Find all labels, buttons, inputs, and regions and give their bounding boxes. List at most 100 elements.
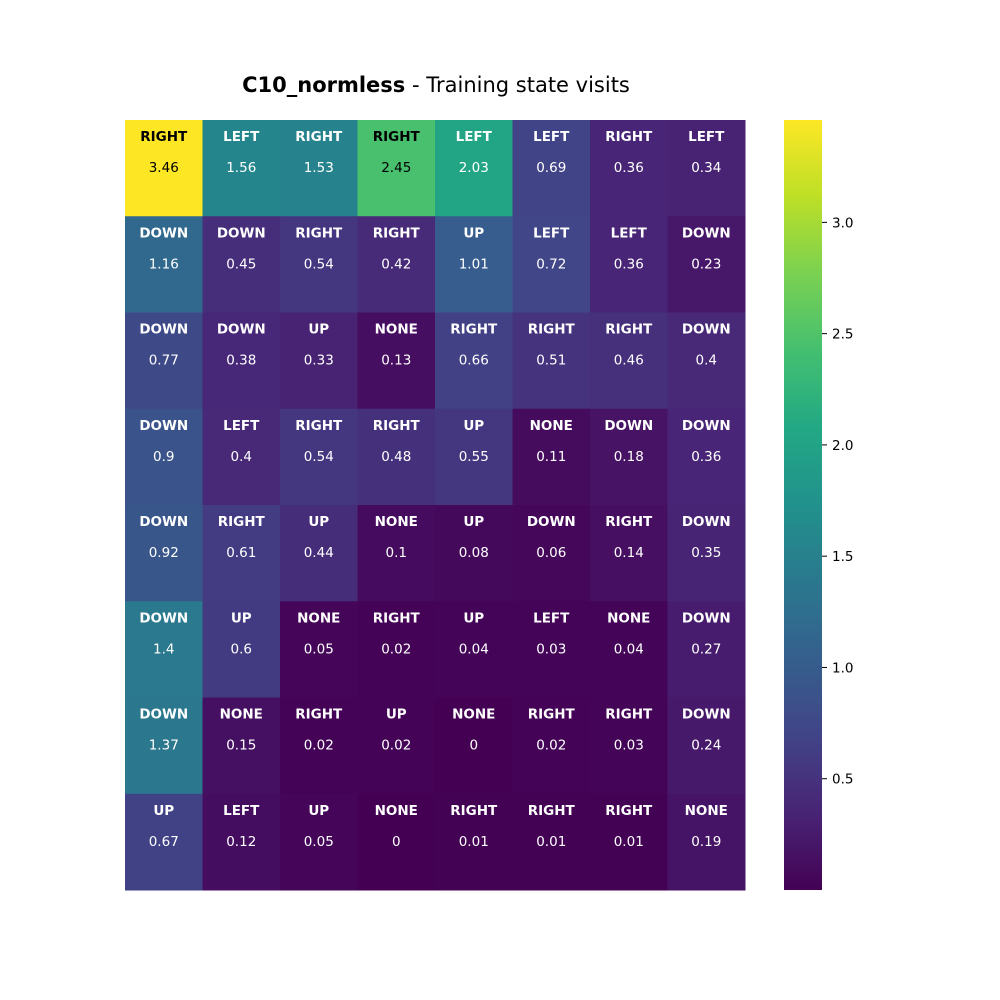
cell-action-label: UP <box>463 225 484 241</box>
cell-value-label: 1.53 <box>304 160 334 176</box>
cell-value-label: 0.08 <box>459 545 489 561</box>
cell-value-label: 0.04 <box>614 641 644 657</box>
heatmap-cell-rect <box>280 408 358 506</box>
cell-action-label: LEFT <box>223 418 260 434</box>
heatmap-cell-rect <box>512 120 591 217</box>
heatmap-cell: NONE 0.1 <box>357 505 436 602</box>
cell-value-label: 0.54 <box>304 449 334 465</box>
cell-value-label: 0.02 <box>381 641 411 657</box>
heatmap-cell: RIGHT 1.53 <box>280 120 358 217</box>
cell-value-label: 1.01 <box>459 256 489 272</box>
heatmap-cell-rect <box>512 697 591 795</box>
cell-value-label: 0.15 <box>226 738 256 754</box>
heatmap-cell-rect <box>590 408 668 506</box>
heatmap-cell: DOWN 0.45 <box>202 216 281 313</box>
heatmap-cell-rect <box>435 120 513 217</box>
colorbar-ticks: 0.5 1.0 1.5 2.0 2.5 3.0 <box>822 215 853 788</box>
heatmap-cell-rect <box>357 408 436 506</box>
cell-action-label: DOWN <box>139 418 188 434</box>
heatmap-cell: LEFT 0.72 <box>512 216 591 313</box>
cell-value-label: 0.02 <box>381 738 411 754</box>
heatmap-cell: UP 0.6 <box>202 601 281 698</box>
cell-value-label: 0.02 <box>536 738 566 754</box>
cell-value-label: 0.46 <box>614 353 644 369</box>
heatmap-cell: DOWN 0.4 <box>667 312 746 410</box>
heatmap-cell: NONE 0.19 <box>667 793 746 891</box>
heatmap-cell-rect <box>667 216 746 313</box>
heatmap-cell-rect <box>125 120 203 217</box>
heatmap-cell: UP 0.08 <box>435 505 513 602</box>
heatmap-cell: UP 0.67 <box>125 793 203 891</box>
cell-value-label: 0.03 <box>536 641 566 657</box>
colorbar-tick-label: 2.0 <box>832 438 853 454</box>
heatmap-cell-rect <box>202 793 281 891</box>
colorbar-tick-label: 0.5 <box>832 772 853 788</box>
cell-action-label: DOWN <box>682 322 731 338</box>
heatmap-cell-rect <box>357 601 436 698</box>
cell-value-label: 0.27 <box>691 641 721 657</box>
heatmap-cell-rect <box>667 793 746 891</box>
heatmap-cell: RIGHT 0.61 <box>202 505 281 602</box>
cell-action-label: NONE <box>375 322 418 338</box>
heatmap-cell-rect <box>202 120 281 217</box>
heatmap-cell: LEFT 0.03 <box>512 601 591 698</box>
cell-action-label: NONE <box>452 707 495 723</box>
heatmap-cell-rect <box>357 120 436 217</box>
heatmap-cell: LEFT 0.34 <box>667 120 746 217</box>
cell-value-label: 0.45 <box>226 256 256 272</box>
cell-action-label: UP <box>463 418 484 434</box>
heatmap-cell: UP 0.04 <box>435 601 513 698</box>
heatmap-cell: DOWN 0.35 <box>667 505 746 602</box>
heatmap-cell: LEFT 2.03 <box>435 120 513 217</box>
cell-action-label: RIGHT <box>140 129 188 145</box>
heatmap-cell-rect <box>202 312 281 410</box>
heatmap-cell: RIGHT 0.14 <box>590 505 668 602</box>
cell-action-label: LEFT <box>456 129 493 145</box>
heatmap-cell: DOWN 0.36 <box>667 408 746 506</box>
chart-title: C10_normless - Training state visits <box>242 73 630 97</box>
cell-action-label: NONE <box>375 803 418 819</box>
heatmap-cell-rect <box>590 601 668 698</box>
cell-value-label: 0.23 <box>691 256 721 272</box>
heatmap-cell: NONE 0.15 <box>202 697 281 795</box>
cell-value-label: 0.01 <box>459 834 489 850</box>
heatmap-cell: RIGHT 0.51 <box>512 312 591 410</box>
cell-action-label: DOWN <box>139 514 188 530</box>
cell-action-label: DOWN <box>139 707 188 723</box>
heatmap-cell: RIGHT 0.01 <box>590 793 668 891</box>
heatmap-cell-rect <box>667 601 746 698</box>
cell-action-label: LEFT <box>223 129 260 145</box>
cell-action-label: DOWN <box>682 610 731 626</box>
heatmap-cell-rect <box>125 408 203 506</box>
heatmap-cell: UP 0.05 <box>280 793 358 891</box>
heatmap-cell-rect <box>590 793 668 891</box>
cell-value-label: 0.36 <box>691 449 721 465</box>
heatmap-cell: NONE 0.13 <box>357 312 436 410</box>
colorbar-tick-label: 1.5 <box>832 549 853 565</box>
cell-value-label: 3.46 <box>149 160 179 176</box>
heatmap-cell: DOWN 0.24 <box>667 697 746 795</box>
heatmap-cell-rect <box>357 312 436 410</box>
cell-action-label: UP <box>231 610 252 626</box>
heatmap-cell: RIGHT 3.46 <box>125 120 203 217</box>
cell-action-label: DOWN <box>682 707 731 723</box>
heatmap-cell: DOWN 1.16 <box>125 216 203 313</box>
cell-value-label: 0.06 <box>536 545 566 561</box>
cell-value-label: 0.4 <box>696 353 717 369</box>
heatmap-cell-rect <box>590 216 668 313</box>
cell-action-label: RIGHT <box>295 707 343 723</box>
heatmap-cell: RIGHT 0.46 <box>590 312 668 410</box>
heatmap-cell-rect <box>202 601 281 698</box>
heatmap-cell: NONE 0 <box>357 793 436 891</box>
heatmap-cell: LEFT 0.12 <box>202 793 281 891</box>
heatmap-cell-rect <box>512 216 591 313</box>
cell-value-label: 0.66 <box>459 353 489 369</box>
heatmap-cell: UP 1.01 <box>435 216 513 313</box>
cell-action-label: UP <box>463 514 484 530</box>
heatmap-cell: RIGHT 0.54 <box>280 408 358 506</box>
cell-value-label: 0.02 <box>304 738 334 754</box>
cell-value-label: 0.77 <box>149 353 179 369</box>
cell-value-label: 0.01 <box>614 834 644 850</box>
heatmap-cell-rect <box>280 216 358 313</box>
